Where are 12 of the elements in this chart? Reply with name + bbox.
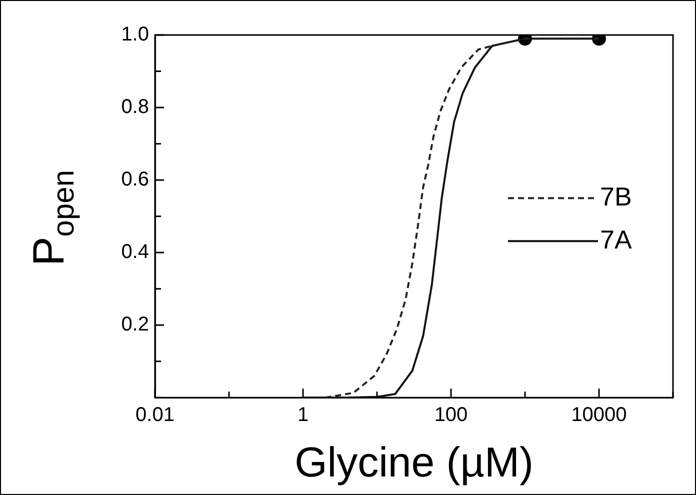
x-tick-label: 0.01	[136, 404, 174, 426]
x-tick-label: 100	[434, 404, 468, 426]
x-tick-label: 1	[297, 404, 309, 426]
x-axis-title: Glycine (µM)	[294, 438, 534, 486]
x-tick-label: 10000	[571, 404, 627, 426]
legend-label: 7A	[600, 224, 632, 254]
y-tick-label: 0.6	[121, 168, 149, 191]
y-tick-label: 0.2	[121, 314, 149, 336]
legend-label: 7B	[600, 181, 632, 212]
y-tick-label: 1.0	[121, 24, 149, 46]
y-tick-label: 0.8	[121, 96, 149, 118]
y-tick-label: 0.4	[121, 241, 149, 264]
